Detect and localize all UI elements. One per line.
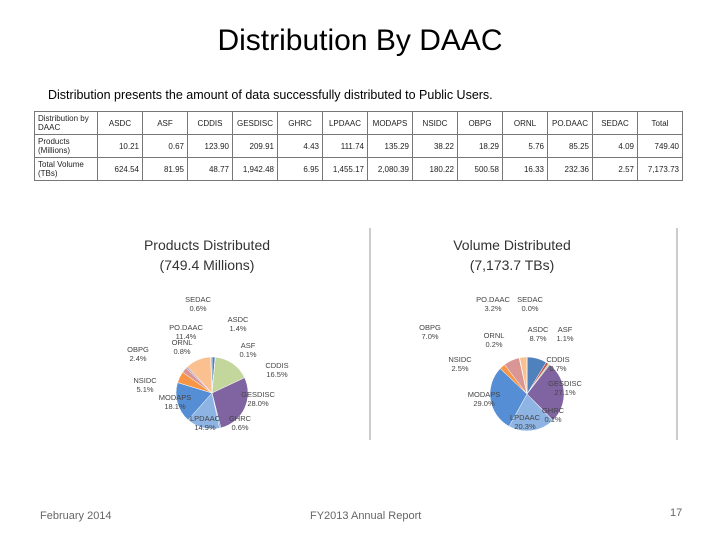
- slice-label: 1.4%: [229, 324, 246, 333]
- slice-label: 0.2%: [485, 340, 502, 349]
- table-cell: 10.21: [97, 134, 143, 158]
- slice-label: 20.3%: [514, 422, 536, 431]
- slice-name: CDDIS: [265, 361, 288, 370]
- table-cell: 209.91: [232, 134, 278, 158]
- slice-name: SEDAC: [185, 295, 211, 304]
- slice-label: 0.7%: [549, 364, 566, 373]
- slice-label: 18.1%: [164, 402, 186, 411]
- table-cell: NSIDC: [412, 111, 458, 135]
- slice-name: GHRC: [229, 414, 252, 423]
- table-cell: 5.76: [502, 134, 548, 158]
- chart-title: Products Distributed: [144, 237, 270, 253]
- slice-label: 29.0%: [473, 399, 495, 408]
- slice-name: LPDAAC: [190, 414, 221, 423]
- pie-slice: [210, 356, 213, 394]
- slice-name: PO.DAAC: [169, 323, 203, 332]
- table-cell: MODAPS: [367, 111, 413, 135]
- table-cell: Total: [637, 111, 683, 135]
- table-cell: 500.58: [457, 157, 503, 181]
- table-cell: 4.09: [592, 134, 638, 158]
- table-cell: 6.95: [277, 157, 323, 181]
- table-cell: 749.40: [637, 134, 683, 158]
- table-cell: 16.33: [502, 157, 548, 181]
- slice-label: 16.5%: [266, 370, 288, 379]
- pie-slice: [508, 393, 554, 432]
- pie-slice: [175, 382, 213, 421]
- table-cell: 2,080.39: [367, 157, 413, 181]
- slice-name: GHRC: [542, 406, 565, 415]
- slice-name: CDDIS: [546, 355, 569, 364]
- slice-name: ORNL: [172, 338, 193, 347]
- slice-label: 28.0%: [247, 399, 269, 408]
- table-cell: PO.DAAC: [547, 111, 593, 135]
- table-cell: 232.36: [547, 157, 593, 181]
- slice-label: 2.4%: [129, 354, 146, 363]
- slice-name: ASF: [558, 325, 573, 334]
- slice-name: ASDC: [528, 325, 549, 334]
- slide-subtitle: Distribution presents the amount of data…: [48, 88, 493, 102]
- slice-label: 7.0%: [421, 332, 438, 341]
- page-number: 17: [670, 507, 683, 519]
- chart-subtitle: (749.4 Millions): [160, 257, 255, 273]
- table-cell: 48.77: [187, 157, 233, 181]
- slice-label: 3.2%: [484, 304, 501, 313]
- slice-name: MODAPS: [468, 390, 501, 399]
- footer-date: February 2014: [40, 510, 112, 522]
- slice-name: MODAPS: [159, 393, 192, 402]
- slice-label: 0.8%: [173, 347, 190, 356]
- table-cell: 7,173.73: [637, 157, 683, 181]
- table-cell: 123.90: [187, 134, 233, 158]
- slice-name: OBPG: [419, 323, 441, 332]
- slice-name: NSIDC: [133, 376, 157, 385]
- table-cell: 2.57: [592, 157, 638, 181]
- table-cell: 81.95: [142, 157, 188, 181]
- slice-label: 5.1%: [136, 385, 153, 394]
- distribution-table: Distribution by DAAC ASDC ASF CDDIS GESDISC G…: [34, 111, 683, 181]
- table-cell: CDDIS: [187, 111, 233, 135]
- table-cell: Total Volume (TBs): [34, 157, 98, 181]
- chart-title: Volume Distributed: [453, 237, 571, 253]
- pie-slice: [489, 368, 528, 427]
- slice-label: 2.5%: [451, 364, 468, 373]
- table-row: Products (Millions) 10.21 0.67 123.90 209.91…: [34, 134, 683, 158]
- slice-name: SEDAC: [517, 295, 543, 304]
- slice-label: 14.9%: [194, 423, 216, 432]
- slice-label: 0.6%: [189, 304, 206, 313]
- slide-title: Distribution By DAAC: [217, 24, 503, 57]
- slice-name: LPDAAC: [510, 413, 541, 422]
- slice-label: 0.1%: [239, 350, 256, 359]
- slice-label: 11.4%: [176, 332, 197, 341]
- slice-label: 8.7%: [529, 334, 546, 343]
- slice-label: 1.1%: [556, 334, 573, 343]
- slice-name: PO.DAAC: [476, 295, 510, 304]
- table-cell: 1,455.17: [322, 157, 368, 181]
- slice-name: GESDISC: [241, 390, 275, 399]
- slice-name: ORNL: [484, 331, 505, 340]
- pie-slice: [211, 377, 249, 429]
- slice-label: 0.0%: [521, 304, 538, 313]
- pie-slice: [526, 364, 565, 421]
- slice-name: GESDISC: [548, 379, 582, 388]
- slice-label: 0.6%: [231, 423, 248, 432]
- footer-report: FY2013 Annual Report: [310, 510, 422, 522]
- slice-label: 0.1%: [544, 415, 561, 424]
- slice-name: ASF: [241, 341, 256, 350]
- table-row: Distribution by DAAC ASDC ASF CDDIS GESDISC G…: [34, 111, 683, 135]
- table-cell: 624.54: [97, 157, 143, 181]
- table-cell: 0.67: [142, 134, 188, 158]
- table-cell: 111.74: [322, 134, 368, 158]
- slice-name: NSIDC: [448, 355, 472, 364]
- slice-name: OBPG: [127, 345, 149, 354]
- table-cell: 1,942.48: [232, 157, 278, 181]
- chart-subtitle: (7,173.7 TBs): [470, 257, 555, 273]
- slice-label: 27.1%: [554, 388, 576, 397]
- slice-name: ASDC: [228, 315, 249, 324]
- table-row: Total Volume (TBs) 624.54 81.95 48.77 1,942.…: [34, 157, 683, 181]
